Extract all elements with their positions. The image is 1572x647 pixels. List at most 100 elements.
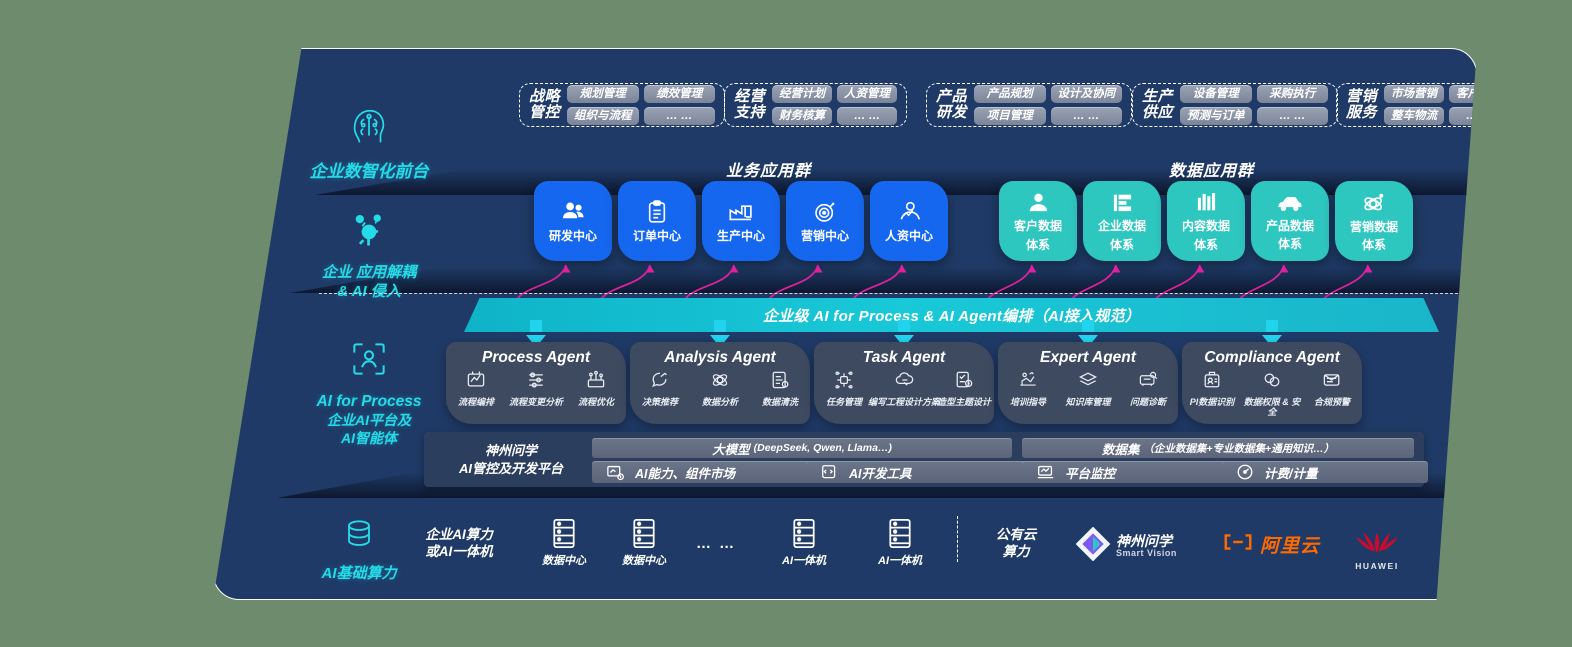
front-office-chip[interactable]: 设备管理 (1180, 84, 1252, 103)
capability-label: 合规预警 (1313, 397, 1350, 407)
infra-node-1[interactable]: 数据中心 (606, 517, 682, 569)
agent-card-expert[interactable]: Expert Agent 培训指导 知识库管理 (998, 342, 1178, 424)
tile-label: 体系 (1361, 238, 1386, 252)
agent-capability[interactable]: 问题诊断 (1118, 369, 1177, 407)
agent-capability[interactable]: 数据分析 (690, 369, 749, 407)
agent-capability[interactable]: 知识库管理 (1058, 369, 1117, 407)
agent-capability[interactable]: 编写工程设计方案 (868, 369, 940, 407)
infra-label: 企业AI算力 (425, 527, 493, 542)
agent-title: Compliance Agent (1204, 349, 1340, 366)
tile-product-data[interactable]: 产品数据 体系 (1251, 181, 1329, 261)
agent-capability[interactable]: 任务管理 (814, 369, 873, 407)
front-office-chip[interactable]: … … (1050, 107, 1123, 126)
agent-capability[interactable]: 流程优化 (566, 369, 625, 407)
agent-capability[interactable]: 数据清洗 (750, 369, 809, 407)
infra-public-cloud: 公有云 算力 (966, 527, 1066, 561)
front-office-chip[interactable]: … … (643, 107, 716, 126)
model-bar-sub: (DeepSeek, Qwen, Llama…) (753, 442, 892, 454)
agent-card-task[interactable]: Task Agent 任务管理 (814, 342, 994, 424)
shenzhou-wenxue-logo[interactable]: 神州问学 Smart Vision (1075, 526, 1177, 566)
infra-enterprise-compute: 企业AI算力 或AI一体机 (394, 527, 524, 561)
agent-card-process[interactable]: Process Agent 流程编排 流程变更分析 (446, 342, 626, 424)
tile-label: 产品数据 (1265, 218, 1314, 233)
capability-label: 知识库管理 (1065, 397, 1111, 407)
front-office-chip[interactable]: 产品规划 (974, 84, 1046, 103)
front-office-chip[interactable]: 财务核算 (772, 107, 833, 126)
car-icon (1276, 191, 1304, 215)
ai-market-tile[interactable]: AI能力、组件市场 (592, 461, 811, 483)
front-office-chip[interactable]: 绩效管理 (643, 84, 716, 103)
agent-capability[interactable]: 流程变更分析 (506, 369, 565, 407)
infra-label: 公有云 (995, 527, 1037, 542)
front-office-group-3[interactable]: 生产 供应 设备管理 采购执行 预测与订单 … … (1132, 83, 1339, 127)
tile-production-center[interactable]: 生产中心 (702, 181, 780, 261)
infra-node-3[interactable]: AI一体机 (862, 517, 938, 569)
agent-capability[interactable]: PI数据识别 (1182, 369, 1241, 418)
tile-marketing-data[interactable]: 营销数据 体系 (1335, 181, 1413, 261)
tile-enterprise-data[interactable]: 企业数据 体系 (1083, 181, 1161, 261)
ai-devtool-tile[interactable]: AI开发工具 (806, 461, 1026, 483)
front-office-chip[interactable]: 人资管理 (837, 84, 898, 103)
front-office-chip[interactable]: 客户关系 (1449, 84, 1476, 103)
front-office-chip[interactable]: 市场营销 (1384, 84, 1445, 103)
front-office-chip[interactable]: … … (837, 107, 898, 126)
logo-text: 阿里云 (1260, 536, 1321, 557)
model-bar-main: 大模型 (712, 442, 750, 457)
infra-label: 或AI一体机 (425, 543, 493, 559)
agent-capability[interactable]: 合规预警 (1302, 369, 1361, 418)
infra-node-0[interactable]: 数据中心 (526, 517, 602, 569)
front-office-group-1[interactable]: 经营 支持 经营计划 人资管理 财务核算 … … (724, 83, 908, 127)
metering-tile[interactable]: 计费/计量 (1222, 461, 1428, 483)
front-office-chip[interactable]: 组织与流程 (567, 107, 639, 126)
tile-content-data[interactable]: 内容数据 体系 (1167, 181, 1245, 261)
front-office-chip[interactable]: 经营计划 (772, 84, 833, 103)
server-icon (549, 517, 579, 555)
platform-left-label: 神州问学 AI管控及开发平台 (458, 443, 563, 476)
tile-marketing-center[interactable]: 营销中心 (786, 181, 864, 261)
front-office-chip[interactable]: … … (1256, 107, 1329, 126)
rail-label-compute: AI基础算力 (321, 565, 397, 582)
front-office-chip[interactable]: 整车物流 (1384, 107, 1445, 126)
tile-hr-center[interactable]: 人资中心 (870, 181, 948, 261)
infra-node-2[interactable]: AI一体机 (766, 517, 842, 569)
capability-label: 流程变更分析 (508, 397, 563, 407)
huawei-logo[interactable]: HUAWEI (1354, 521, 1400, 571)
aliyun-logo[interactable]: 阿里云 (1222, 531, 1320, 558)
devtool-icon (820, 464, 839, 481)
tile-order-center[interactable]: 订单中心 (618, 181, 696, 261)
model-bar[interactable]: 大模型 (DeepSeek, Qwen, Llama…) (592, 438, 1012, 458)
infra-divider (957, 516, 958, 562)
agent-capability[interactable]: 造型主题设计 (934, 369, 993, 407)
front-office-chip[interactable]: 预测与订单 (1180, 107, 1252, 126)
dataset-bar-main: 数据集 (1101, 442, 1140, 457)
group-title-0: 战略 管控 (529, 88, 561, 121)
front-office-chip[interactable]: … … (1449, 107, 1476, 126)
platform-monitor-tile[interactable]: 平台监控 (1022, 461, 1227, 483)
agent-card-compliance[interactable]: Compliance Agent PI数据识别 数据权 (1182, 342, 1362, 424)
architecture-board: 企业数智化前台 企业 应用解耦 & AI 侵入 (213, 48, 1477, 600)
front-office-chip[interactable]: 采购执行 (1256, 84, 1329, 103)
agent-capability[interactable]: 数据权限 & 安全 (1242, 369, 1301, 418)
front-office-group-0[interactable]: 战略 管控 规划管理 绩效管理 组织与流程 … … (519, 83, 726, 127)
rail-label-aiprocess-1: AI for Process (316, 393, 422, 410)
front-office-chip[interactable]: 项目管理 (974, 107, 1046, 126)
capability-label: 流程优化 (577, 397, 614, 407)
agent-capability[interactable]: 决策推荐 (630, 369, 689, 407)
tile-label: 内容数据 (1181, 219, 1230, 234)
customer-icon (1026, 190, 1051, 215)
agent-card-analysis[interactable]: Analysis Agent 决策推荐 (630, 342, 810, 424)
agent-capability[interactable]: 培训指导 (998, 369, 1057, 407)
front-office-group-2[interactable]: 产品 研发 产品规划 设计及协同 项目管理 … … (926, 83, 1133, 127)
front-office-chip[interactable]: 规划管理 (567, 84, 639, 103)
tile-label: 计费/计量 (1264, 466, 1318, 481)
front-office-chip[interactable]: 设计及协同 (1050, 84, 1123, 103)
atom-icon (1361, 190, 1387, 216)
capability-label: 决策推荐 (641, 397, 678, 407)
tile-rd-center[interactable]: 研发中心 (534, 181, 612, 261)
capability-label: 任务管理 (825, 397, 862, 407)
tile-customer-data[interactable]: 客户数据 体系 (999, 181, 1077, 261)
tile-label: AI能力、组件市场 (635, 466, 736, 481)
dataset-bar[interactable]: 数据集 （企业数据集+专业数据集+通用知识…） (1022, 438, 1414, 458)
agent-capability[interactable]: 流程编排 (446, 369, 505, 407)
